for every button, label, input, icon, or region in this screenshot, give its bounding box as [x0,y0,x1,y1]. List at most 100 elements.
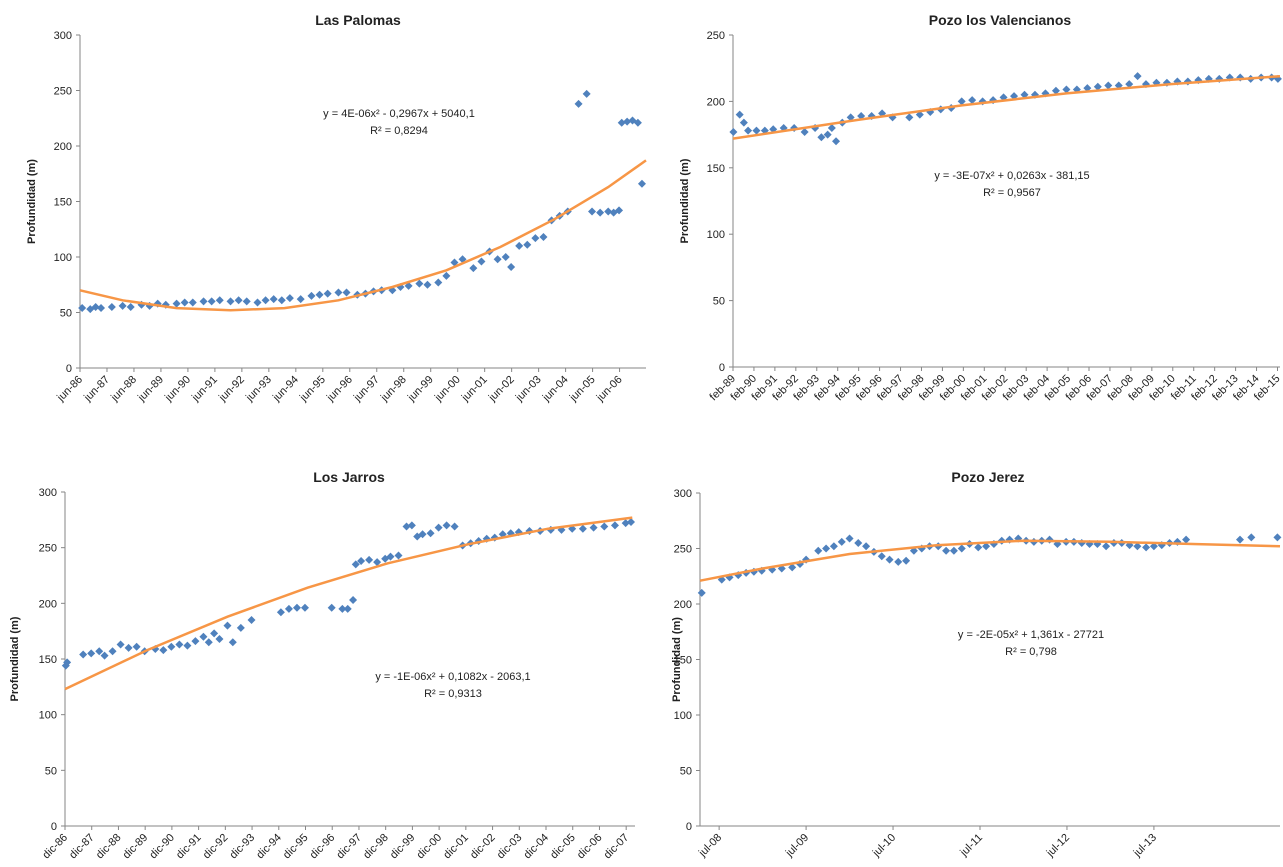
x-tick-label: dic-07 [602,832,632,862]
data-point [95,647,104,656]
data-point [175,640,184,649]
data-point [822,544,831,553]
data-point [323,289,332,298]
data-point [957,97,966,106]
y-tick-label: 100 [54,252,72,264]
data-point [394,551,403,560]
x-tick-label: dic-01 [441,832,471,862]
data-point [415,279,424,288]
y-tick-label: 100 [39,710,57,722]
data-point [172,299,181,308]
data-point [343,604,352,613]
data-point [846,113,855,122]
y-tick-label: 300 [674,488,692,500]
data-point [188,298,197,307]
data-point [845,534,854,543]
data-point [450,258,459,267]
data-point [1133,72,1142,81]
x-tick-label: jun-00 [432,374,463,405]
data-point [752,126,761,135]
x-tick-label: dic-98 [361,832,391,862]
data-point [582,89,591,98]
data-point [957,544,966,553]
x-tick-label: jul-10 [870,832,898,860]
data-point [589,523,598,532]
data-point [744,126,753,135]
data-point [902,556,911,565]
trend-line [699,539,1281,582]
x-tick-label: dic-99 [388,832,418,862]
data-point [327,603,336,612]
data-point [242,297,251,306]
data-point [434,278,443,287]
data-point [365,555,374,564]
x-tick-label: jun-99 [405,374,436,405]
data-point [600,522,609,531]
data-point [87,649,96,658]
data-point [1062,85,1071,94]
data-point [210,629,219,638]
y-tick-label: 300 [39,487,57,499]
data-point [574,99,583,108]
data-point [167,642,176,651]
x-tick-label: jul-09 [783,832,811,860]
data-point [617,118,626,127]
data-point [180,298,189,307]
y-tick-label: 0 [51,821,57,833]
x-tick-label: jun-91 [189,374,220,405]
data-point [442,521,451,530]
y-tick-label: 200 [39,598,57,610]
data-point [426,529,435,538]
chart-panel: Pozo los Valencianos Profundidad (m) 0 50 10… [679,12,1283,403]
x-tick-label: dic-92 [201,832,231,862]
data-point [277,296,286,305]
x-tick-label: jul-13 [1131,832,1159,860]
data-point [199,297,208,306]
data-point [1077,538,1086,547]
y-axis-label: Profundidad (m) [679,158,691,243]
data-point [315,290,324,299]
data-point [1236,535,1244,544]
x-tick-label: jun-96 [324,374,355,405]
data-point [296,295,305,304]
data-point [790,123,799,132]
data-point [779,123,788,132]
data-point [894,557,903,566]
data-point [469,264,478,273]
trend-equation: R² = 0,798 [1005,646,1057,658]
x-tick-label: dic-05 [548,832,578,862]
data-point [817,133,826,142]
x-tick-label: dic-96 [308,832,338,862]
data-point [829,542,838,551]
data-point [373,558,382,567]
data-point [885,555,894,564]
y-tick-label: 200 [674,599,692,611]
data-point [386,552,395,561]
data-point [1149,542,1158,551]
data-point [1102,542,1111,551]
y-tick-label: 100 [674,710,692,722]
x-tick-label: dic-94 [254,832,284,862]
data-point [1104,81,1113,90]
y-tick-label: 150 [707,163,725,175]
data-point [351,560,360,569]
x-tick-label: dic-88 [94,832,124,862]
x-tick-label: jun-92 [216,374,247,405]
trend-equation: R² = 0,8294 [370,125,428,137]
y-tick-label: 0 [719,362,725,374]
y-tick-label: 50 [60,308,72,320]
data-point [191,637,200,646]
chart-title: Pozo Jerez [951,469,1024,485]
data-point [261,296,270,305]
data-point [450,522,459,531]
x-tick-label: dic-03 [495,832,525,862]
y-tick-label: 0 [66,363,72,375]
data-point [204,638,213,647]
data-point [615,206,624,215]
x-tick-label: jun-90 [162,374,193,405]
data-point [1093,82,1102,91]
chart-title: Los Jarros [313,469,385,485]
y-tick-label: 250 [54,86,72,98]
data-point [78,304,87,313]
data-point [596,208,605,217]
